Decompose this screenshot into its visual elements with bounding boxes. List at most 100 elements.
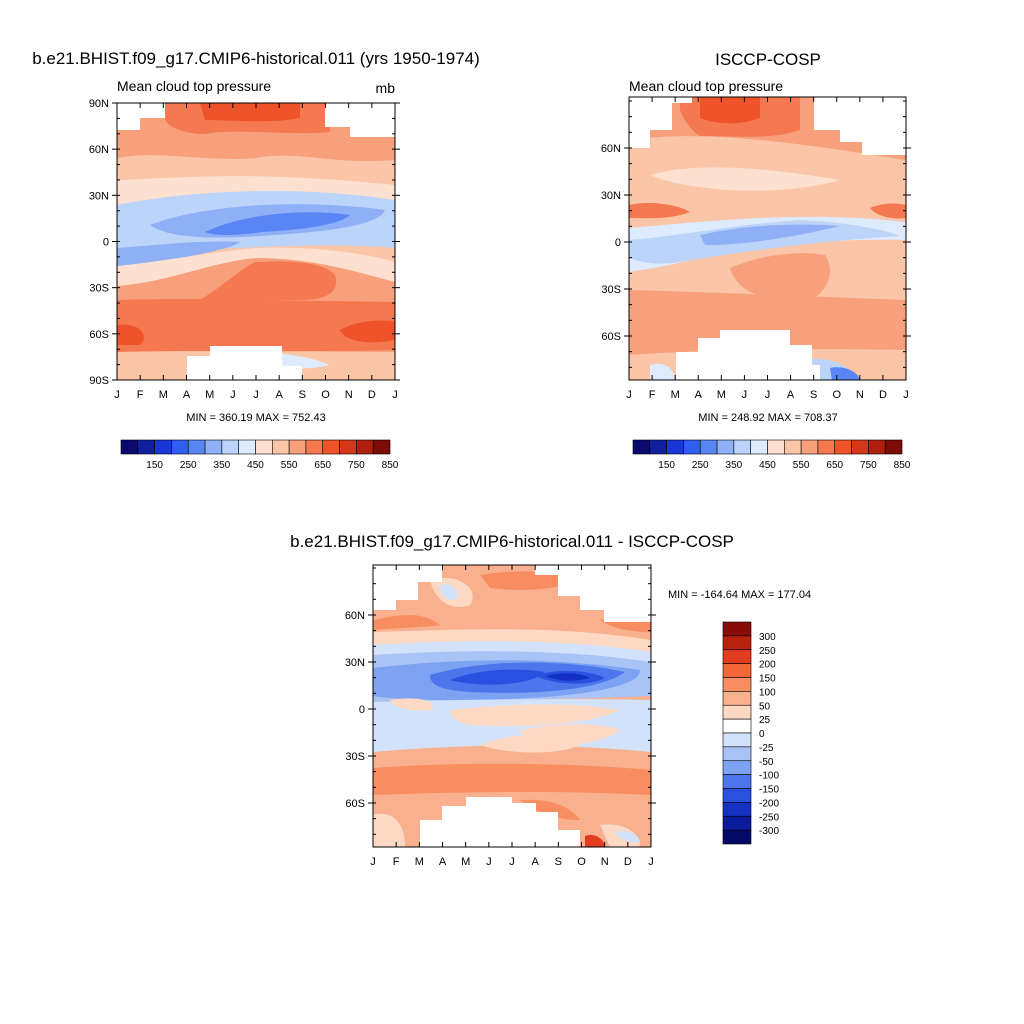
x-tick-label: M — [671, 389, 680, 401]
y-tick-label: 30S — [345, 751, 365, 763]
colorbar-label: 550 — [793, 460, 810, 471]
colorbar-swatch — [666, 439, 684, 455]
colorbar-swatch — [137, 439, 155, 455]
colorbar-swatch — [834, 439, 852, 455]
colorbar-swatch — [722, 718, 752, 734]
x-tick-label: N — [856, 389, 864, 401]
panel1-subtitle: Mean cloud top pressure — [117, 78, 271, 94]
colorbar-label: -50 — [759, 757, 774, 768]
colorbar-label: 150 — [759, 674, 776, 685]
x-tick-label: M — [717, 389, 726, 401]
colorbar-swatch — [699, 439, 718, 455]
colorbar-label: 750 — [860, 460, 877, 471]
y-tick-label: 0 — [103, 237, 109, 249]
y-tick-label: 60N — [89, 144, 109, 156]
colorbar-label: 750 — [348, 460, 365, 471]
colorbar-swatch — [784, 439, 802, 455]
colorbar-swatch — [722, 732, 752, 748]
x-tick-label: N — [601, 856, 609, 868]
colorbar-swatch — [339, 439, 357, 455]
colorbar-label: 150 — [146, 460, 163, 471]
colorbar-label: 300 — [759, 632, 776, 643]
colorbar-swatch — [722, 635, 752, 651]
colorbar-swatch — [750, 439, 768, 455]
x-tick-label: D — [879, 389, 887, 401]
x-tick-label: D — [368, 389, 376, 401]
panel1-axes: J F M A M J J A S O N D J 90N 60N 30N 0 30S 60S 90S — [89, 98, 400, 401]
colorbar-swatch — [322, 439, 340, 455]
x-tick-label: S — [555, 856, 562, 868]
colorbar-swatch — [733, 439, 751, 455]
colorbar-swatch — [288, 439, 307, 455]
colorbar-swatch — [722, 691, 752, 706]
panel3-stats: MIN = -164.64 MAX = 177.04 — [668, 589, 811, 601]
colorbar-label: 250 — [180, 460, 197, 471]
colorbar-swatch — [120, 439, 139, 455]
panel-model: b.e21.BHIST.f09_g17.CMIP6-historical.011… — [32, 49, 480, 471]
x-tick-label: M — [205, 389, 214, 401]
x-tick-label: D — [624, 856, 632, 868]
panel-obs: ISCCP-COSP Mean cloud top pressure — [601, 50, 911, 471]
colorbar-swatch — [722, 760, 752, 775]
panel2-colorbar: 150 250 350 450 550 650 750 850 — [632, 439, 911, 471]
colorbar-label: 250 — [759, 646, 776, 657]
colorbar-swatch — [722, 788, 752, 803]
panel2-stats: MIN = 248.92 MAX = 708.37 — [698, 412, 837, 424]
x-tick-label: J — [648, 856, 654, 868]
x-tick-label: O — [577, 856, 586, 868]
colorbar-swatch — [767, 439, 785, 455]
colorbar-label: 850 — [382, 460, 399, 471]
x-tick-label: J — [742, 389, 748, 401]
x-tick-label: J — [114, 389, 120, 401]
colorbar-swatch — [272, 439, 290, 455]
panel1-title: b.e21.BHIST.f09_g17.CMIP6-historical.011… — [32, 49, 480, 68]
y-tick-label: 60S — [601, 331, 621, 343]
colorbar-swatch — [722, 704, 752, 720]
panel2-title: ISCCP-COSP — [715, 50, 821, 69]
colorbar-swatch — [305, 439, 324, 455]
colorbar-label: -200 — [759, 798, 779, 809]
colorbar-swatch — [722, 746, 752, 762]
colorbar-swatch — [884, 439, 903, 455]
colorbar-swatch — [154, 439, 172, 455]
colorbar-swatch — [722, 774, 752, 789]
colorbar-label: 650 — [826, 460, 843, 471]
x-tick-label: J — [765, 389, 771, 401]
panel1-units: mb — [376, 80, 396, 96]
x-tick-label: J — [370, 856, 376, 868]
panel1-colorbar: 150 250 350 450 550 650 750 850 — [120, 439, 399, 471]
y-tick-label: 30N — [345, 657, 365, 669]
x-tick-label: N — [345, 389, 353, 401]
x-tick-label: J — [626, 389, 632, 401]
x-tick-label: A — [531, 856, 539, 868]
colorbar-label: 450 — [759, 460, 776, 471]
panel3-title: b.e21.BHIST.f09_g17.CMIP6-historical.011… — [290, 532, 734, 551]
panel2-axes: J F M A M J J A S O N D J 60N 30N 0 30S 60S — [601, 97, 911, 401]
colorbar-swatch — [171, 439, 189, 455]
colorbar-label: 250 — [692, 460, 709, 471]
y-tick-label: 0 — [615, 237, 621, 249]
colorbar-swatch — [372, 439, 391, 455]
x-tick-label: F — [649, 389, 656, 401]
colorbar-label: 50 — [759, 701, 771, 712]
colorbar-swatch — [722, 829, 752, 845]
y-tick-label: 30N — [601, 190, 621, 202]
colorbar-swatch — [187, 439, 206, 455]
colorbar-swatch — [722, 649, 752, 664]
colorbar-swatch — [722, 815, 752, 831]
panel3-contour-field — [373, 565, 651, 847]
colorbar-label: 100 — [759, 687, 776, 698]
x-tick-label: O — [832, 389, 841, 401]
x-tick-label: A — [787, 389, 795, 401]
y-tick-label: 60N — [601, 143, 621, 155]
colorbar-label: 550 — [281, 460, 298, 471]
colorbar-swatch — [221, 439, 239, 455]
x-tick-label: M — [461, 856, 470, 868]
panel1-contour-field — [117, 103, 395, 380]
y-tick-label: 60S — [345, 798, 365, 810]
colorbar-swatch — [722, 663, 752, 678]
y-tick-label: 90N — [89, 98, 109, 110]
panel3-axes: J F M A M J J A S O N D J 60N 30N 0 30S 60S — [345, 565, 656, 868]
colorbar-swatch — [716, 439, 735, 455]
